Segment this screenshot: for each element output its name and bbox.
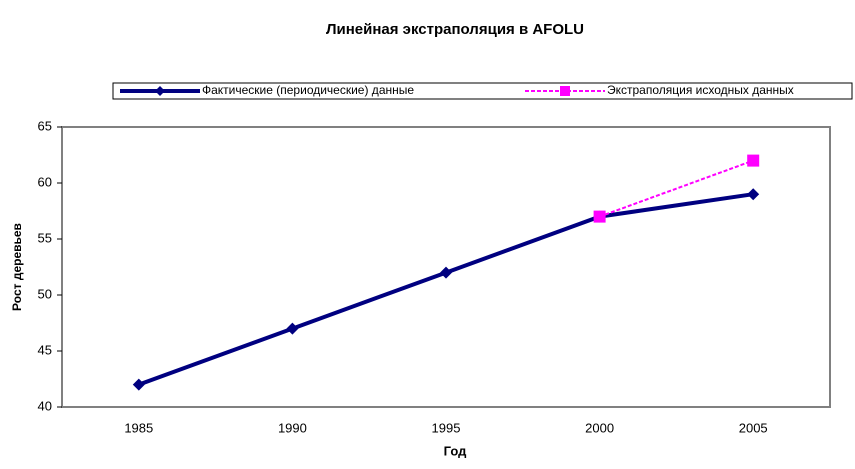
x-tick-label: 2000 xyxy=(585,420,614,435)
legend-label: Фактические (периодические) данные xyxy=(202,83,414,97)
y-tick-label: 65 xyxy=(38,118,52,133)
y-axis-title: Рост деревьев xyxy=(10,223,24,311)
marker xyxy=(747,188,760,201)
chart-title: Линейная экстраполяция в AFOLU xyxy=(326,21,584,38)
marker xyxy=(440,266,452,279)
x-tick-label: 1990 xyxy=(278,420,307,435)
y-tick-label: 50 xyxy=(38,286,52,301)
series-line xyxy=(599,159,754,218)
y-tick-label: 45 xyxy=(38,342,52,357)
legend-label: Экстраполяция исходных данных xyxy=(607,83,794,97)
y-tick-label: 40 xyxy=(38,398,52,413)
marker xyxy=(560,86,570,96)
marker xyxy=(286,322,299,335)
y-tick-label: 55 xyxy=(38,230,52,245)
x-tick-label: 2005 xyxy=(739,420,768,435)
x-tick-label: 1995 xyxy=(432,420,461,435)
x-tick-label: 1985 xyxy=(124,420,153,435)
y-tick-label: 60 xyxy=(38,174,52,189)
marker xyxy=(593,210,606,223)
marker xyxy=(132,378,145,391)
marker xyxy=(747,154,760,167)
legend-box xyxy=(112,82,853,100)
marker xyxy=(155,86,165,96)
x-axis-title: Год xyxy=(444,443,467,458)
